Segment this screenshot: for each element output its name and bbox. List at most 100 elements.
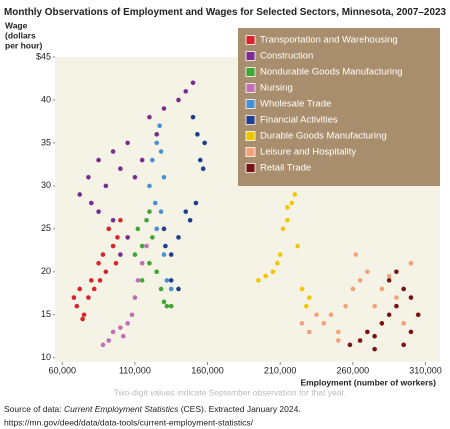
legend-label: Construction <box>260 51 313 62</box>
point <box>197 157 203 163</box>
source-prefix: Source of data: <box>4 404 64 414</box>
point <box>152 200 158 206</box>
point <box>157 123 162 129</box>
point <box>139 278 145 283</box>
point <box>289 200 295 206</box>
point <box>270 269 276 275</box>
point <box>132 174 138 180</box>
x-tick-label: 260,000 <box>337 365 370 375</box>
legend-swatch <box>245 163 256 173</box>
point <box>77 286 82 292</box>
source-suffix: (CES). Extracted January 2024. <box>178 404 300 414</box>
point <box>347 342 353 348</box>
point <box>96 260 101 266</box>
point <box>183 209 189 214</box>
point <box>110 149 116 154</box>
point <box>103 183 109 189</box>
point <box>89 278 94 283</box>
point <box>263 273 268 279</box>
x-tick-label: 210,000 <box>264 365 297 375</box>
point <box>106 226 112 232</box>
point <box>89 200 94 206</box>
annotation: Two-digit values indicate September obse… <box>114 387 346 397</box>
point <box>285 217 290 223</box>
point <box>190 114 196 120</box>
point <box>100 342 106 348</box>
point <box>336 329 341 335</box>
point <box>193 200 199 206</box>
point <box>372 333 377 339</box>
point <box>103 269 109 275</box>
point <box>394 303 399 309</box>
legend-swatch <box>245 147 256 157</box>
y-tick-label: 25 <box>41 223 51 233</box>
point <box>394 295 399 300</box>
point <box>135 226 141 232</box>
point <box>164 278 170 283</box>
point <box>190 80 196 86</box>
point <box>96 209 101 214</box>
legend-label: Retail Trade <box>260 163 311 174</box>
point <box>353 252 359 257</box>
point <box>147 260 152 266</box>
point <box>144 243 149 249</box>
point <box>401 286 406 292</box>
x-tick-label: 110,000 <box>119 365 151 375</box>
point <box>401 321 406 326</box>
point <box>154 140 159 146</box>
point <box>154 226 159 232</box>
point <box>139 243 145 249</box>
point <box>161 299 167 305</box>
point <box>277 252 283 257</box>
point <box>357 278 363 283</box>
legend-label: Durable Goods Manufacturing <box>260 131 387 142</box>
point <box>115 235 120 240</box>
point <box>321 321 327 326</box>
point <box>187 217 193 223</box>
point <box>274 260 280 266</box>
source-url: https://mn.gov/deed/data/data-tools/curr… <box>4 417 254 427</box>
point <box>100 252 106 257</box>
point <box>372 346 377 352</box>
point <box>164 303 170 309</box>
point <box>168 278 174 283</box>
legend-box <box>238 28 440 186</box>
x-axis-label: Employment (number of workers) <box>300 377 436 387</box>
point <box>132 252 138 257</box>
point <box>161 174 167 180</box>
point <box>168 303 174 309</box>
y-tick-label: 20 <box>41 266 51 276</box>
point <box>285 205 290 210</box>
point <box>176 235 181 240</box>
point <box>408 260 414 266</box>
point <box>120 333 126 339</box>
point <box>139 260 145 266</box>
point <box>280 226 286 232</box>
y-tick-label: 35 <box>41 137 51 147</box>
y-tick-label: 30 <box>41 180 51 190</box>
point <box>86 295 91 300</box>
point <box>118 252 123 257</box>
point <box>336 338 341 343</box>
point <box>135 278 141 283</box>
point <box>306 329 312 335</box>
point <box>147 183 152 189</box>
point <box>158 209 164 214</box>
legend-label: Wholesale Trade <box>260 99 331 110</box>
point <box>77 192 82 197</box>
point <box>176 97 181 103</box>
point <box>202 140 207 146</box>
point <box>118 166 123 171</box>
point <box>80 316 85 322</box>
legend-swatch <box>245 83 256 93</box>
point <box>350 286 356 292</box>
point <box>295 243 300 249</box>
point <box>158 149 164 154</box>
point <box>144 217 149 223</box>
point <box>113 260 119 266</box>
point <box>379 286 385 292</box>
point <box>401 342 406 348</box>
point <box>81 312 87 318</box>
legend-label: Nursing <box>260 83 293 94</box>
legend-swatch <box>245 115 256 125</box>
